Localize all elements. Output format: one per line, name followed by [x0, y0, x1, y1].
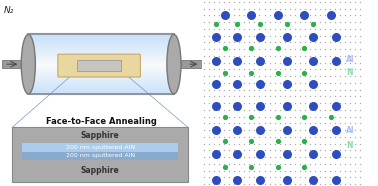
- Bar: [28, 91, 174, 92]
- Bar: [28, 92, 174, 93]
- Text: N₂: N₂: [4, 6, 14, 15]
- Bar: [28, 58, 174, 59]
- Bar: [28, 78, 174, 79]
- Bar: [28, 79, 174, 80]
- Text: 200 nm sputtered AlN: 200 nm sputtered AlN: [65, 145, 135, 150]
- Bar: [28, 80, 174, 81]
- Bar: [28, 73, 174, 74]
- Bar: [28, 46, 174, 48]
- Bar: [28, 52, 174, 53]
- Bar: [28, 93, 174, 94]
- Bar: [28, 71, 174, 72]
- Bar: [28, 74, 174, 75]
- Bar: [28, 64, 174, 65]
- Bar: [77, 60, 121, 71]
- Bar: [28, 59, 174, 60]
- Text: 200 nm sputtered AlN: 200 nm sputtered AlN: [65, 153, 135, 158]
- Bar: [28, 68, 174, 69]
- Bar: [22, 152, 178, 160]
- Bar: [28, 77, 174, 78]
- Text: Sapphire: Sapphire: [81, 131, 119, 140]
- Bar: [28, 87, 174, 88]
- Bar: [12, 127, 188, 182]
- Bar: [28, 49, 174, 51]
- Text: Sapphire: Sapphire: [81, 166, 119, 175]
- Bar: [28, 90, 174, 91]
- Bar: [28, 56, 174, 57]
- Bar: [28, 89, 174, 90]
- Bar: [28, 66, 174, 67]
- Bar: [28, 33, 174, 34]
- Bar: [28, 82, 174, 83]
- Bar: [28, 83, 174, 84]
- Text: Al: Al: [346, 126, 355, 135]
- Ellipse shape: [167, 34, 181, 94]
- Bar: [28, 42, 174, 44]
- Bar: [28, 81, 174, 82]
- FancyBboxPatch shape: [58, 54, 140, 77]
- Bar: [28, 63, 174, 64]
- Bar: [28, 85, 174, 86]
- Bar: [28, 84, 174, 85]
- Bar: [28, 34, 174, 35]
- Bar: [28, 60, 174, 61]
- Bar: [28, 72, 174, 73]
- Text: Al-polar: Al-polar: [369, 36, 375, 65]
- Bar: [28, 44, 174, 46]
- Bar: [28, 39, 174, 41]
- Bar: [28, 53, 174, 54]
- Ellipse shape: [21, 34, 36, 94]
- Bar: [28, 48, 174, 49]
- Bar: [28, 69, 174, 70]
- Bar: [28, 88, 174, 89]
- Bar: [22, 143, 178, 152]
- Bar: [28, 55, 174, 56]
- Text: Al: Al: [346, 55, 355, 64]
- Bar: [28, 67, 174, 68]
- Bar: [181, 60, 205, 68]
- Bar: [28, 57, 174, 58]
- Bar: [28, 75, 174, 76]
- Bar: [28, 62, 174, 63]
- Bar: [28, 37, 174, 39]
- Bar: [28, 65, 174, 66]
- Bar: [28, 76, 174, 77]
- Bar: [28, 51, 174, 52]
- Text: Face-to-Face Annealing: Face-to-Face Annealing: [46, 117, 156, 126]
- Bar: [22, 128, 178, 143]
- Bar: [28, 61, 174, 62]
- Bar: [28, 70, 174, 71]
- Bar: [22, 160, 178, 181]
- Text: N-polar: N-polar: [369, 126, 375, 153]
- Text: N: N: [346, 141, 353, 150]
- Bar: [28, 86, 174, 87]
- Bar: [28, 36, 174, 37]
- Text: N: N: [346, 68, 353, 77]
- Bar: [28, 41, 174, 42]
- Bar: [2, 60, 23, 68]
